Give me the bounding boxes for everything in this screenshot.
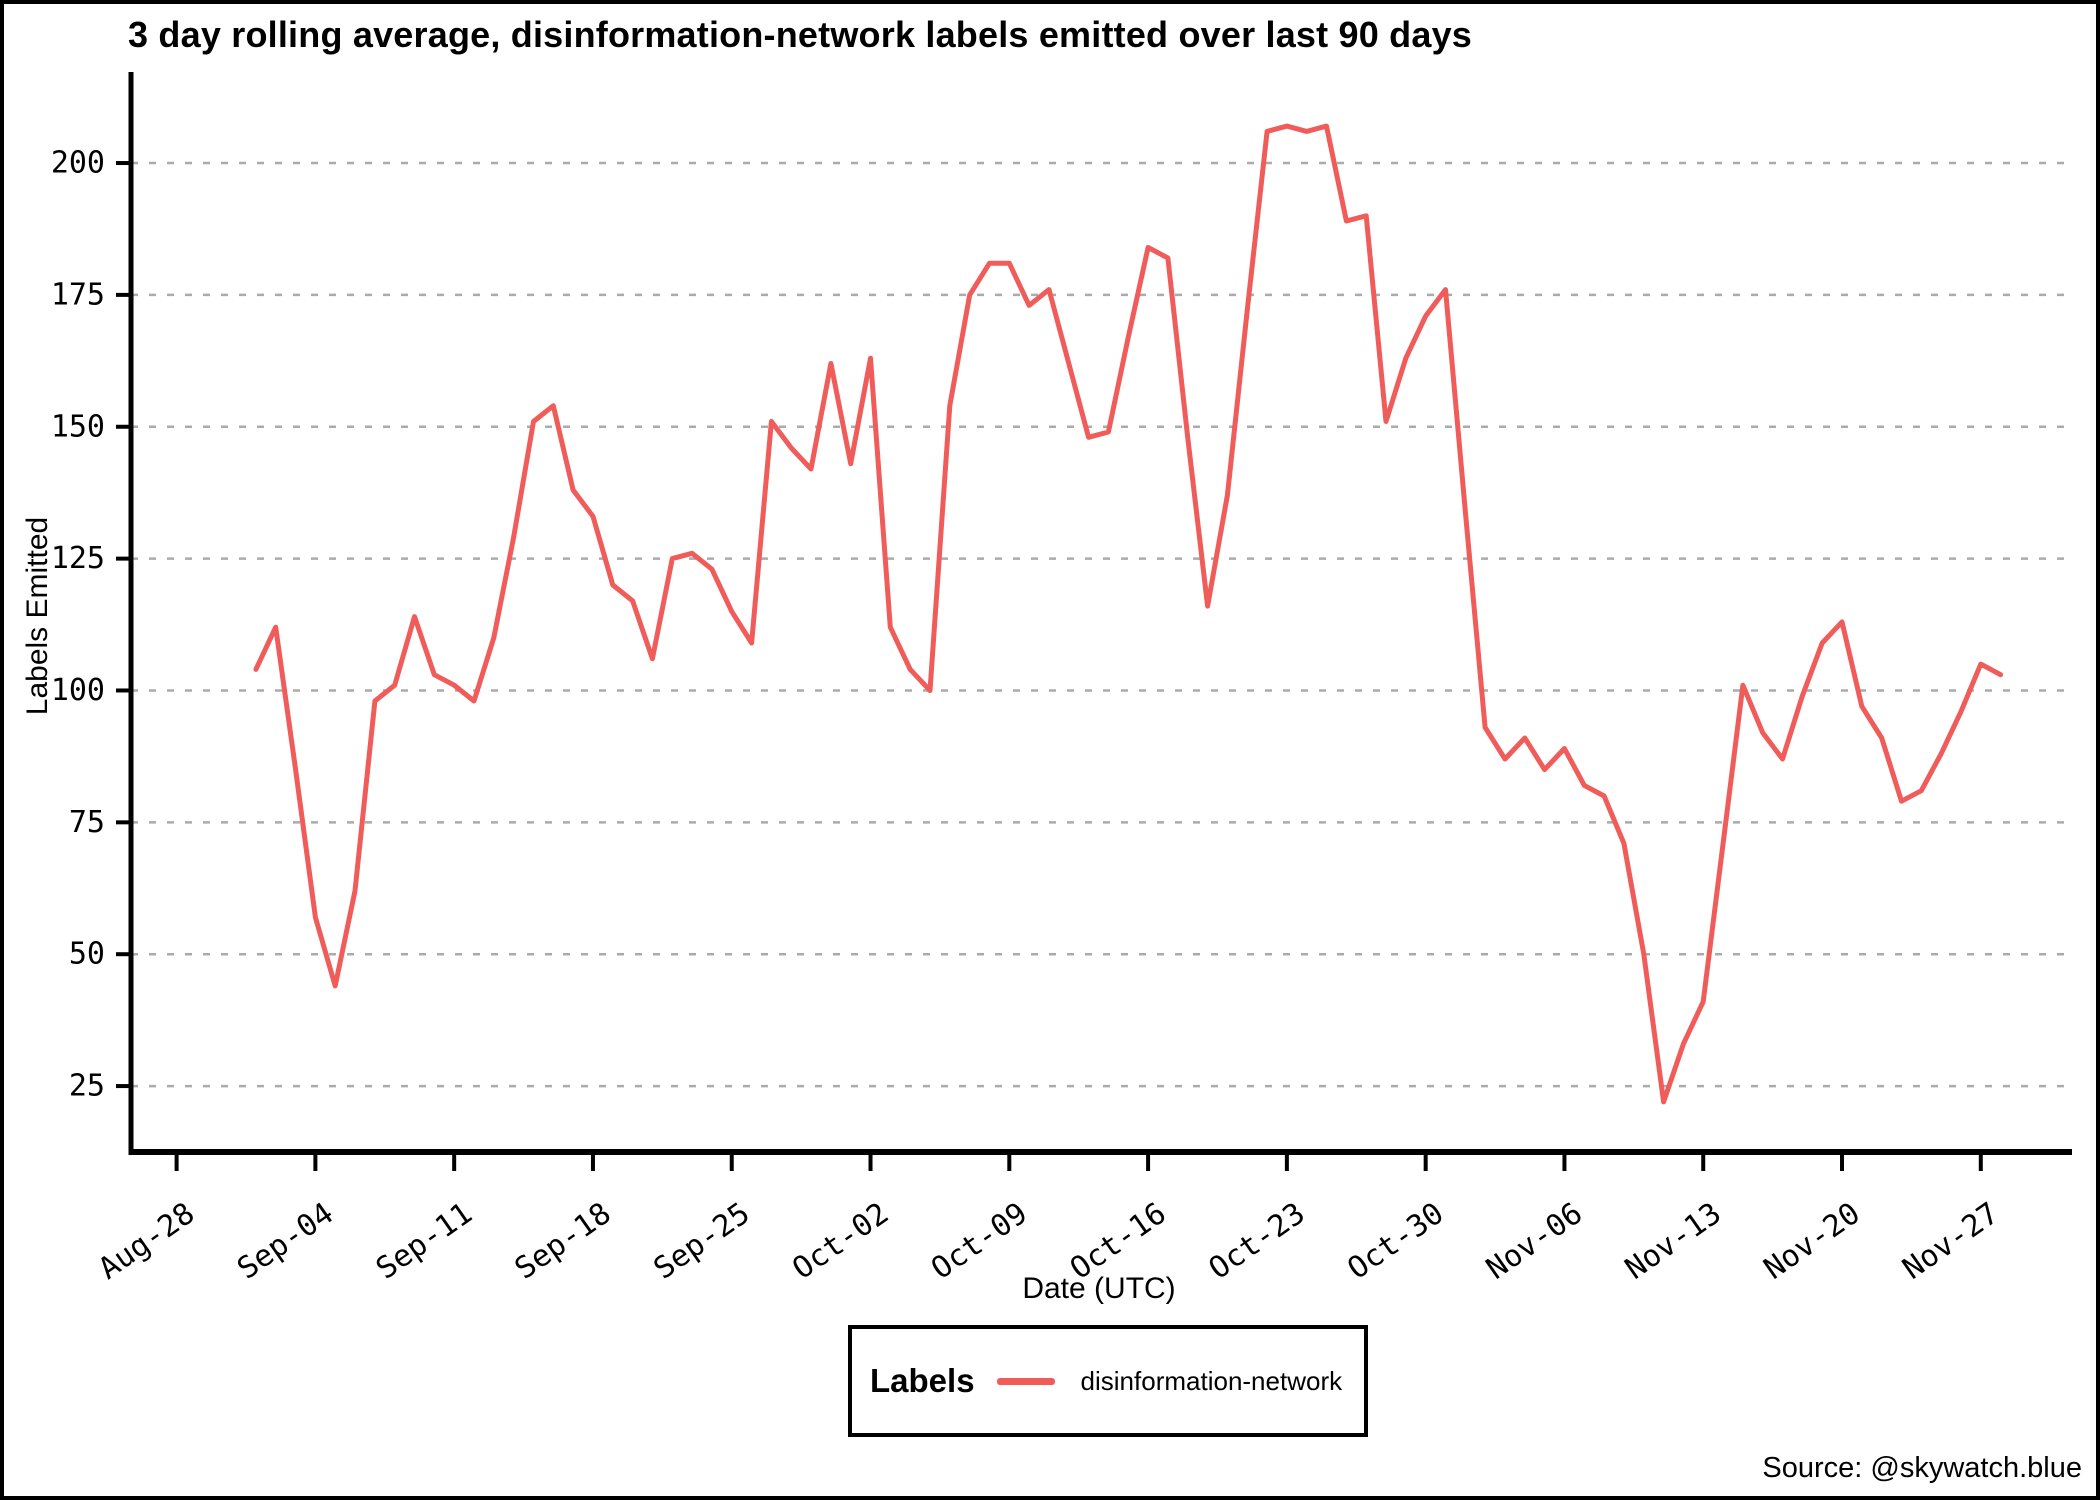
x-tick-label: Sep-04 [231,1196,340,1287]
y-axis-title: Labels Emitted [21,516,54,716]
x-tick-label: Sep-18 [509,1196,618,1287]
x-tick-label: Nov-13 [1619,1196,1728,1287]
x-tick-label: Sep-25 [647,1196,756,1287]
y-tick-label: 75 [69,805,105,840]
x-tick-label: Nov-20 [1758,1196,1867,1287]
x-tick-label: Oct-30 [1341,1196,1450,1287]
x-tick-label: Oct-02 [786,1196,895,1287]
y-tick-label: 125 [51,541,105,576]
x-axis-title: Date (UTC) [1022,1272,1176,1305]
series-line-disinformation-network [253,123,2004,1105]
line-chart-plot-area: 25 50 75 100 125 150 175 200 Aug-28 Sep-04 Sep-11 S… [51,72,2072,1287]
x-tick-label: Sep-11 [370,1196,479,1287]
chart-title: 3 day rolling average, disinformation-ne… [128,14,1473,55]
y-tick-label: 50 [69,937,105,972]
x-tick-label: Nov-27 [1897,1196,2006,1287]
y-tick-label: 175 [51,277,105,312]
x-tick-label: Oct-09 [925,1196,1034,1287]
legend-title: Labels [870,1362,975,1399]
x-tick-label: Oct-23 [1203,1196,1312,1287]
y-tick-label: 150 [51,409,105,444]
legend-line-swatch [996,1377,1055,1385]
x-tick-label: Aug-28 [92,1196,201,1287]
x-tick-label: Nov-06 [1480,1196,1589,1287]
legend-series-label: disinformation-network [1080,1365,1343,1396]
legend-box: Labels disinformation-network [848,1325,1368,1437]
y-tick-label: 25 [69,1069,105,1104]
y-tick-label: 100 [51,673,105,708]
source-attribution: Source: @skywatch.blue [1762,1452,2082,1484]
y-tick-label: 200 [51,146,105,181]
